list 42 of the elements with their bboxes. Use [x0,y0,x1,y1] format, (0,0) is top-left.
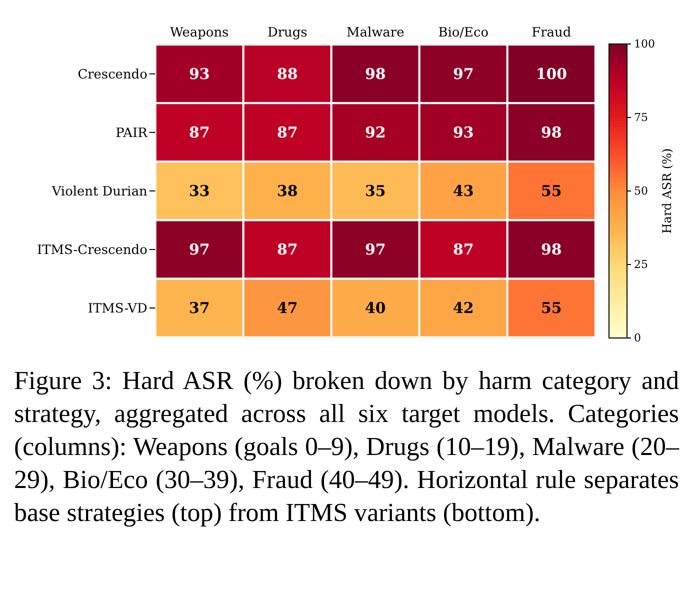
color-bar-label: 100 [634,38,656,50]
color-bar-label: 25 [634,258,648,271]
data-label: 33 [188,182,210,200]
data-label: 97 [453,64,474,83]
caption: Figure 3: Hard ASR (%) broken down by harm category and strategy, aggregated across all six target models. Categories (columns): Weapons (goals 0–9), Drugs (10–19), Malware (20–29), Bio/Eco (30–39), Fraud (40–49). Horizontal rule separates base strategies (top) from ITMS variants (bottom). [14,365,679,529]
data-label: 37 [188,299,210,318]
data-label: 100 [536,64,567,83]
data-label: 93 [453,123,474,142]
data-label: 42 [453,299,474,318]
y-tick-label: Crescendo [78,67,148,82]
x-tick-label: Fraud [532,26,572,41]
color-bar-label: 0 [634,332,642,344]
data-label: 40 [364,299,386,318]
y-tick-label: ITMS-Crescendo [36,243,148,258]
data-label: 87 [188,123,210,142]
data-label: 98 [541,240,562,258]
data-label: 88 [276,64,298,83]
data-label: 87 [276,240,298,258]
data-label: 87 [453,240,474,258]
data-label: 47 [276,299,298,318]
x-tick-label: Drugs [267,26,308,41]
data-label: 92 [364,123,386,142]
data-label: 35 [364,182,386,200]
x-tick-label: Bio/Eco [438,26,489,41]
data-label: 87 [276,123,298,142]
y-tick-label: ITMS-VD [88,302,148,317]
x-tick-label: Malware [346,26,405,41]
data-label: 38 [276,182,298,200]
color-bar-label: 75 [634,111,648,124]
y-tick-label: Violent Durian [50,184,148,200]
color-bar-label: 50 [634,184,648,198]
data-label: 97 [364,240,386,258]
data-label: 98 [364,64,386,83]
color-bar-title: Hard ASR (%) [660,148,674,234]
data-label: 43 [453,182,474,200]
data-label: 55 [541,182,562,200]
data-label: 55 [541,299,562,318]
data-label: 97 [188,240,210,258]
data-label: 93 [188,64,210,83]
data-label: 98 [541,123,562,142]
y-tick-label: PAIR [116,126,149,141]
x-tick-label: Weapons [170,26,229,41]
